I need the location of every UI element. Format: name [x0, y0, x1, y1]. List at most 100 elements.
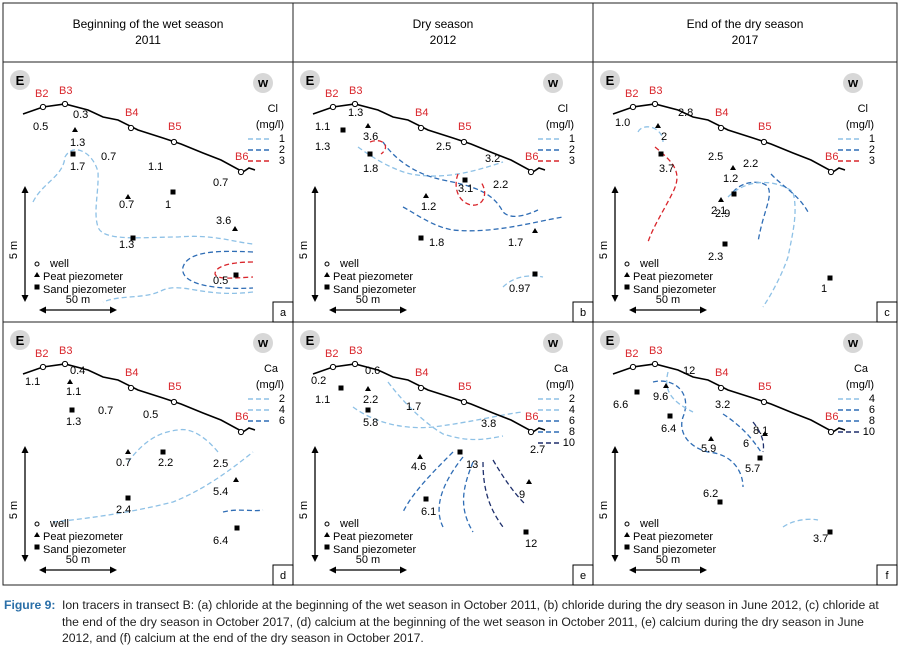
east-marker	[10, 330, 30, 350]
arrow-head	[400, 566, 407, 574]
legend-value: 4	[569, 404, 575, 416]
ground-surface	[612, 363, 846, 433]
well-marker	[651, 360, 659, 368]
header-title: Beginning of the wet season	[73, 17, 224, 31]
east-marker	[300, 330, 320, 350]
contour-line	[352, 406, 524, 429]
west-label: w	[847, 75, 859, 90]
ion-name: Cl	[558, 103, 568, 115]
sand-piezometer-marker	[462, 177, 468, 183]
sand-piezometer-marker	[523, 529, 529, 535]
legend-well: well	[639, 518, 659, 530]
arrow-head	[611, 446, 619, 453]
sand-piezometer-marker	[125, 495, 131, 501]
arrow-head	[400, 306, 407, 314]
arrow-head	[311, 446, 319, 453]
sand-piezometer-marker	[827, 529, 833, 535]
column-header: End of the dry season 2017	[687, 17, 804, 47]
legend-sand-symbol	[34, 284, 40, 290]
well-marker	[39, 103, 47, 111]
legend-peat-symbol	[34, 532, 40, 537]
sand-piezometer-marker	[423, 496, 429, 502]
peat-piezometer-marker	[67, 379, 73, 384]
well-value: 2.5	[213, 458, 228, 470]
sand-value: 2.2	[158, 457, 173, 469]
arrow-head	[311, 295, 319, 302]
peat-value: 3.6	[216, 215, 231, 227]
panel-letter-box	[572, 301, 594, 323]
sand-piezometer-marker	[340, 127, 346, 133]
sand-piezometer-marker	[757, 455, 763, 461]
legend-value: 1	[569, 133, 575, 145]
arrow-head	[611, 295, 619, 302]
peat-value: 2.2	[363, 394, 378, 406]
peat-piezometer-marker	[72, 127, 78, 132]
legend-peat-symbol	[624, 272, 630, 277]
peat-value: 5.4	[213, 486, 228, 498]
panel-letter-box	[272, 301, 294, 323]
arrow-head	[700, 306, 707, 314]
well-id-label: B5	[458, 121, 471, 133]
well-marker	[629, 363, 637, 371]
contour-line	[32, 149, 254, 245]
well-id-label: B6	[525, 411, 538, 423]
legend-peat: Peat piezometer	[633, 271, 713, 283]
scale-vertical-label: 5 m	[298, 241, 310, 259]
contour-line	[727, 181, 796, 308]
contour-line	[455, 173, 486, 206]
well-id-label: B5	[758, 121, 771, 133]
peat-value: 9.6	[653, 391, 668, 403]
column-header: Beginning of the wet season 2011	[73, 17, 224, 47]
ground-surface	[312, 363, 546, 433]
contour-line	[402, 206, 564, 232]
scale-vertical-label: 5 m	[298, 501, 310, 519]
scale-horizontal-label: 50 m	[66, 554, 90, 566]
sand-value: 6.1	[421, 506, 436, 518]
legend-sand-symbol	[34, 544, 40, 550]
well-value: 0.3	[73, 109, 88, 121]
caption-label: Figure 9:	[4, 598, 56, 612]
contour-line	[182, 250, 254, 290]
legend-value: 4	[279, 404, 285, 416]
well-value: 0.2	[311, 375, 326, 387]
well-id-label: B6	[235, 411, 248, 423]
legend-value: 6	[869, 404, 875, 416]
west-label: w	[257, 335, 269, 350]
well-id-label: B3	[349, 345, 362, 357]
legend-sand: Sand piezometer	[633, 284, 716, 296]
west-marker	[543, 333, 563, 353]
contour-line	[722, 413, 762, 453]
well-value: 2.2	[743, 158, 758, 170]
sand-value: 1.3	[315, 141, 330, 153]
figure-frame	[2, 2, 898, 586]
legend-sand: Sand piezometer	[633, 544, 716, 556]
contour-line	[222, 509, 264, 513]
east-marker	[10, 70, 30, 90]
sand-piezometer-marker	[233, 272, 239, 278]
arrow-head	[629, 306, 636, 314]
well-marker	[629, 103, 637, 111]
sand-piezometer-marker	[827, 275, 833, 281]
arrow-head	[21, 186, 29, 193]
well-id-label: B6	[525, 151, 538, 163]
legend-value: 6	[569, 415, 575, 427]
legend-sand-symbol	[324, 284, 330, 290]
well-id-label: B3	[59, 345, 72, 357]
well-marker	[329, 363, 337, 371]
well-id-label: B5	[758, 381, 771, 393]
arrow-head	[700, 566, 707, 574]
sand-value: 3.7	[659, 163, 674, 175]
legend-peat: Peat piezometer	[333, 271, 413, 283]
panel-letter: d	[280, 570, 286, 582]
well-value: 0.6	[365, 365, 380, 377]
well-value: 0.4	[70, 365, 85, 377]
sand-value: 1.8	[429, 237, 444, 249]
well-id-label: B3	[349, 85, 362, 97]
peat-value: 1.3	[70, 137, 85, 149]
peat-piezometer-marker	[532, 228, 538, 233]
scale-vertical-label: 5 m	[8, 501, 20, 519]
sand-value: 5.7	[745, 463, 760, 475]
peat-value: 4.6	[411, 461, 426, 473]
legend-value: 2	[279, 393, 285, 405]
contour-line	[52, 451, 254, 523]
